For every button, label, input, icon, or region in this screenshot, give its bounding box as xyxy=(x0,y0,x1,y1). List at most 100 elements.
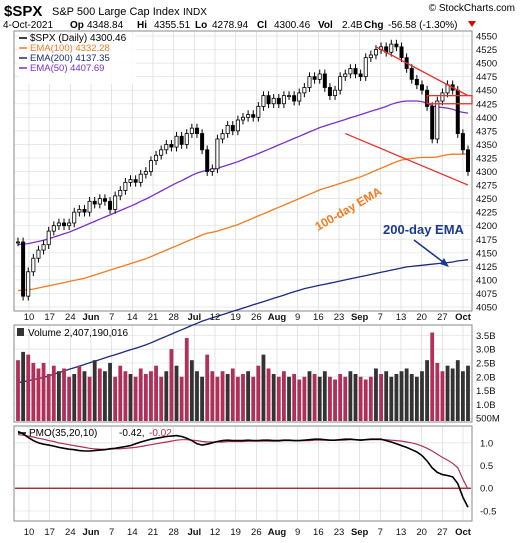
price-candle xyxy=(368,54,373,59)
volume-y-tick: 1.5B xyxy=(476,386,496,397)
volume-layer xyxy=(16,332,470,421)
volume-bar xyxy=(184,338,189,421)
price-candle xyxy=(72,211,77,224)
ohlc-stats: Op 4348.84 Hi 4355.51 Lo 4278.94 Cl 4300.46 Vol 2… xyxy=(70,20,457,31)
volume-bar xyxy=(276,376,281,421)
stat-value: -56.58 (-1.30%) xyxy=(388,20,457,31)
price-y-tick: 4175 xyxy=(476,235,497,246)
price-candle xyxy=(174,135,179,148)
x-tick-label: 13 xyxy=(396,527,407,538)
volume-bar xyxy=(343,376,348,421)
x-tick-label: Oct xyxy=(455,312,472,323)
price-legend: $SPX (Daily) 4300.46 EMA(100) 4332.28 EM… xyxy=(18,33,136,84)
volume-bar xyxy=(384,371,389,421)
stat-label: Vol xyxy=(318,20,333,31)
volume-bar xyxy=(440,371,445,421)
volume-bar xyxy=(389,376,394,421)
volume-bar xyxy=(159,376,164,421)
volume-bar xyxy=(246,371,251,421)
price-candle xyxy=(297,92,302,102)
volume-y-tick: 3.5B xyxy=(476,331,496,342)
price-candle xyxy=(205,149,210,172)
price-y-tick: 4500 xyxy=(476,59,497,70)
volume-bar xyxy=(36,368,41,421)
price-candle xyxy=(261,95,266,107)
volume-bar xyxy=(118,365,123,421)
trendline xyxy=(375,46,469,97)
price-candle xyxy=(389,43,394,53)
price-y-tick: 4425 xyxy=(476,99,497,110)
x-tick-label: 21 xyxy=(148,312,159,323)
price-candle xyxy=(322,73,327,88)
trendline xyxy=(345,132,469,186)
volume-bar xyxy=(256,365,261,421)
price-candle xyxy=(414,78,419,86)
x-tick-label: 19 xyxy=(230,312,241,323)
price-candle xyxy=(210,168,215,172)
price-candle xyxy=(113,195,118,210)
price-y-tick: 4450 xyxy=(476,86,497,97)
volume-bar xyxy=(348,371,353,421)
price-candle xyxy=(15,241,20,244)
volume-bar xyxy=(430,332,435,421)
price-candle xyxy=(220,133,225,140)
pmo-signal-line xyxy=(17,434,469,490)
volume-bar xyxy=(399,371,404,421)
price-candle xyxy=(465,149,470,172)
stat-label: Cl xyxy=(257,20,267,31)
price-candle xyxy=(271,97,276,105)
price-candle xyxy=(108,200,113,210)
price-candle xyxy=(363,57,368,78)
x-tick-label: 7 xyxy=(109,312,114,323)
pmo-layer xyxy=(15,430,471,508)
pmo-value: -0.42, xyxy=(119,428,145,439)
down-triangle-icon xyxy=(468,21,476,27)
price-candle xyxy=(276,97,281,105)
price-candle xyxy=(353,68,358,75)
price-candle xyxy=(419,84,424,91)
price-y-tick: 4075 xyxy=(476,289,497,300)
price-candle xyxy=(97,198,102,205)
volume-bar xyxy=(322,371,327,421)
price-candle xyxy=(62,222,67,227)
pmo-y-tick: 1.0 xyxy=(480,438,493,449)
x-tick-label: 14 xyxy=(127,527,138,538)
price-candle xyxy=(455,89,460,134)
price-layer xyxy=(15,39,473,384)
pmo-label: PMO(35,20,10) xyxy=(29,428,97,439)
pmo-y-tick: 0.5 xyxy=(480,461,493,472)
price-candle xyxy=(348,68,353,75)
stat-value: 4348.84 xyxy=(87,20,124,31)
x-tick-label: 7 xyxy=(378,527,383,538)
volume-bar xyxy=(87,376,92,421)
volume-bar xyxy=(435,362,440,421)
annotation-arrow xyxy=(413,239,448,266)
volume-bar xyxy=(123,371,128,421)
volume-bar xyxy=(133,376,138,421)
volume-bar xyxy=(128,374,133,421)
watermark: © StockCharts.com xyxy=(429,3,515,14)
volume-bar xyxy=(225,374,230,421)
price-candle xyxy=(92,200,97,205)
volume-bar xyxy=(21,351,26,421)
volume-bar xyxy=(353,374,358,421)
volume-bar xyxy=(328,376,332,421)
x-tick-label: Jul xyxy=(187,312,201,323)
price-candle xyxy=(409,68,414,80)
volume-bar xyxy=(460,371,465,421)
volume-bar xyxy=(220,371,225,421)
stat-value: 2.4B xyxy=(342,20,363,31)
stat-value: 4278.94 xyxy=(212,20,249,31)
stat-value: 4300.46 xyxy=(274,20,311,31)
volume-bar xyxy=(312,374,317,421)
pmo-legend: PMO(35,20,10) -0.42, -0.02 xyxy=(18,428,172,439)
volume-bar xyxy=(338,374,343,421)
pmo-line xyxy=(17,430,469,508)
legend-ema100: EMA(100) 4332.28 xyxy=(30,43,110,54)
price-candle xyxy=(56,222,61,227)
volume-bar xyxy=(297,379,302,421)
price-candle xyxy=(77,209,82,213)
price-candle xyxy=(460,133,465,151)
stat-date: 4-Oct-2021 xyxy=(3,20,53,31)
price-candle xyxy=(251,114,256,118)
